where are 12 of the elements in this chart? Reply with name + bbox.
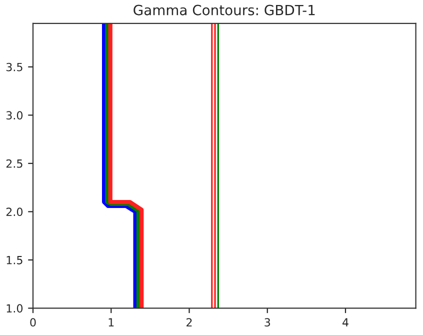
x-tick-label: 3 xyxy=(264,318,270,327)
chart-title: Gamma Contours: GBDT-1 xyxy=(134,4,315,16)
y-tick-label: 1.0 xyxy=(6,304,23,313)
y-tick-label: 2.0 xyxy=(6,208,23,216)
y-tick-label: 3.0 xyxy=(6,111,23,120)
x-tick-label: 0 xyxy=(30,318,36,327)
x-tick-label: 2 xyxy=(186,318,192,326)
y-tick-label: 2.5 xyxy=(6,159,22,168)
y-tick-label: 1.5 xyxy=(6,256,22,264)
x-tick-label: 4 xyxy=(342,318,348,326)
x-tick-label: 1 xyxy=(108,318,114,326)
y-tick-label: 3.5 xyxy=(6,62,22,72)
